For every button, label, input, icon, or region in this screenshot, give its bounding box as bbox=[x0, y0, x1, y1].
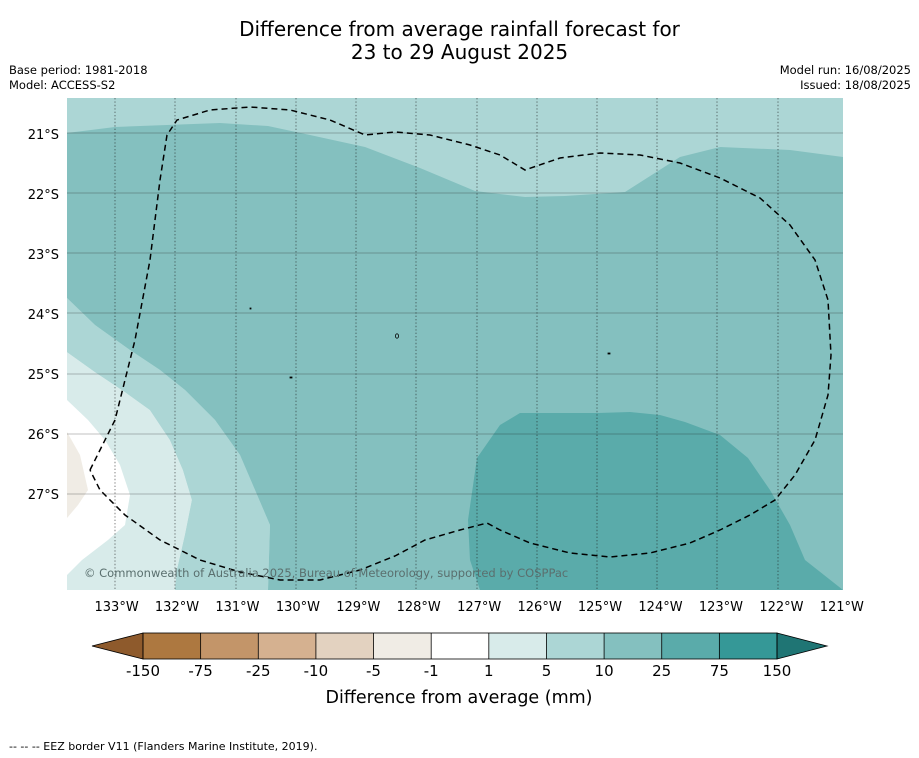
base-period-label: Base period: 1981-2018 bbox=[9, 63, 148, 77]
islets bbox=[249, 307, 611, 379]
colorbar-swatch bbox=[546, 633, 605, 659]
colorbar-swatch bbox=[373, 633, 432, 659]
title-line-1: Difference from average rainfall forecas… bbox=[239, 17, 680, 41]
title-line-2: 23 to 29 August 2025 bbox=[350, 40, 569, 64]
colorbar-swatch bbox=[604, 633, 663, 659]
x-tick-label: 130°W bbox=[276, 600, 320, 615]
colorbar bbox=[91, 632, 829, 660]
colorbar-label: Difference from average (mm) bbox=[325, 688, 592, 708]
y-tick-label: 25°S bbox=[28, 368, 59, 383]
x-tick-label: 132°W bbox=[155, 600, 199, 615]
colorbar-tick-label: 5 bbox=[542, 662, 552, 680]
colorbar-tick-label: -10 bbox=[304, 662, 329, 680]
colorbar-swatch bbox=[488, 633, 547, 659]
colorbar-swatch bbox=[258, 633, 317, 659]
colorbar-extend-low bbox=[91, 632, 144, 660]
y-tick-label: 22°S bbox=[28, 188, 59, 203]
eez-border bbox=[89, 106, 832, 581]
y-tick-labels: 21°S 22°S 23°S 24°S 25°S 26°S 27°S bbox=[28, 128, 59, 503]
region-minus-5-to-minus-1 bbox=[67, 432, 88, 518]
x-tick-label: 131°W bbox=[215, 600, 259, 615]
islet-2 bbox=[394, 333, 399, 339]
x-tick-label: 126°W bbox=[518, 600, 562, 615]
colorbar-extend-high bbox=[776, 632, 829, 660]
model-label: Model: ACCESS-S2 bbox=[9, 78, 116, 92]
x-tick-label: 122°W bbox=[759, 600, 803, 615]
colorbar-tick-label: -5 bbox=[366, 662, 381, 680]
y-tick-label: 26°S bbox=[28, 428, 59, 443]
x-tick-labels: 133°W 132°W 131°W 130°W 129°W 128°W 127°W 126°W… bbox=[95, 600, 865, 615]
islet-4 bbox=[607, 352, 611, 355]
colorbar-tick-label: 25 bbox=[652, 662, 671, 680]
x-tick-label: 127°W bbox=[457, 600, 501, 615]
colorbar-swatch bbox=[143, 633, 202, 659]
y-tick-label: 21°S bbox=[28, 128, 59, 143]
colorbar-swatch bbox=[315, 633, 374, 659]
x-tick-label: 124°W bbox=[638, 600, 682, 615]
colorbar-tick-labels: -150 -75 -25 -10 -5 -1 1 5 10 25 75 150 bbox=[126, 662, 791, 680]
meta-left: Base period: 1981-2018 Model: ACCESS-S2 bbox=[9, 63, 148, 93]
colorbar-tick-label: -150 bbox=[126, 662, 160, 680]
colorbar-tick-label: 1 bbox=[484, 662, 494, 680]
colorbar-swatch bbox=[200, 633, 259, 659]
colorbar-tick-label: -25 bbox=[246, 662, 271, 680]
colorbar-tick-label: -1 bbox=[424, 662, 439, 680]
map-grid-h bbox=[67, 132, 843, 495]
x-tick-label: 133°W bbox=[95, 600, 139, 615]
islet-3 bbox=[289, 376, 293, 379]
chart-title: Difference from average rainfall forecas… bbox=[0, 18, 919, 64]
y-tick-label: 27°S bbox=[28, 488, 59, 503]
eez-footnote: -- -- -- EEZ border V11 (Flanders Marine… bbox=[9, 740, 318, 753]
colorbar-tick-label: 150 bbox=[763, 662, 792, 680]
colorbar-tick-label: 10 bbox=[595, 662, 614, 680]
colorbar-tick-label: -75 bbox=[188, 662, 213, 680]
y-tick-label: 23°S bbox=[28, 248, 59, 263]
colorbar-swatch bbox=[431, 633, 490, 659]
x-tick-label: 129°W bbox=[336, 600, 380, 615]
colorbar-swatch bbox=[661, 633, 720, 659]
islet-1 bbox=[249, 307, 252, 310]
x-tick-label: 121°W bbox=[820, 600, 864, 615]
copyright-text: © Commonwealth of Australia 2025, Bureau… bbox=[84, 566, 568, 580]
map-regions bbox=[67, 98, 843, 590]
issued-label: Issued: 18/08/2025 bbox=[800, 78, 911, 92]
region-25-75 bbox=[468, 412, 843, 590]
map-grid bbox=[114, 98, 779, 590]
x-tick-label: 125°W bbox=[578, 600, 622, 615]
model-run-label: Model run: 16/08/2025 bbox=[779, 63, 911, 77]
colorbar-swatch bbox=[719, 633, 778, 659]
region-5-10-west bbox=[67, 298, 270, 590]
colorbar-tick-label: 75 bbox=[710, 662, 729, 680]
y-tick-label: 24°S bbox=[28, 308, 59, 323]
x-tick-label: 128°W bbox=[397, 600, 441, 615]
x-tick-label: 123°W bbox=[699, 600, 743, 615]
meta-right: Model run: 16/08/2025 Issued: 18/08/2025 bbox=[780, 63, 911, 93]
